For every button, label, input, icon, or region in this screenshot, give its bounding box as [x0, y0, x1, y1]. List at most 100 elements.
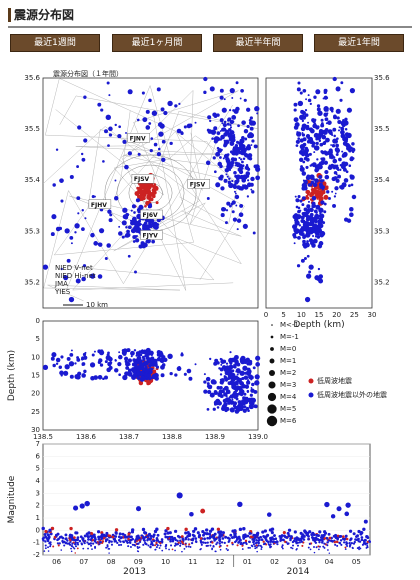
- event-point-depth-lat: [300, 215, 305, 220]
- event-point-map: [228, 109, 232, 112]
- event-point-map: [117, 133, 122, 139]
- magnitude-event: [108, 534, 112, 538]
- event-point-map: [225, 156, 230, 162]
- event-point-lon-depth: [224, 378, 228, 382]
- event-point-depth-lat: [315, 204, 321, 210]
- magnitude-event: [301, 544, 304, 547]
- magnitude-legend-dot: [270, 335, 274, 339]
- event-point-depth-lat: [349, 206, 354, 212]
- magnitude-event: [356, 534, 359, 538]
- event-point-map: [229, 141, 235, 146]
- event-point-lon-depth: [211, 393, 214, 396]
- event-point-map: [223, 120, 227, 124]
- tab-6month[interactable]: 最近半年間: [213, 34, 303, 52]
- event-point-lon-depth: [176, 366, 182, 372]
- event-point-map: [256, 112, 259, 115]
- event-point-map: [249, 116, 253, 120]
- event-point-lon-depth: [246, 380, 251, 385]
- event-point-map: [97, 274, 103, 279]
- event-point-depth-lat: [312, 120, 315, 124]
- event-point-depth-lat: [318, 196, 324, 202]
- magnitude-event: [309, 548, 312, 551]
- event-point-lon-depth: [238, 406, 244, 412]
- x-tick-label: 07: [79, 558, 88, 566]
- magnitude-event: [93, 536, 97, 540]
- tab-1month[interactable]: 最近1ヶ月間: [112, 34, 202, 52]
- magnitude-event: [144, 535, 148, 539]
- event-point-depth-lat: [297, 195, 301, 199]
- event-point-map: [233, 190, 236, 193]
- magnitude-legend-dot: [267, 392, 277, 402]
- event-point-depth-lat: [297, 236, 301, 240]
- event-point-depth-lat: [294, 228, 300, 234]
- magnitude-event: [237, 501, 243, 508]
- event-point-lon-depth: [127, 368, 132, 373]
- event-point-depth-lat: [319, 184, 324, 190]
- event-point-map: [83, 95, 87, 99]
- magnitude-event: [255, 544, 258, 547]
- magnitude-event: [174, 542, 177, 545]
- magnitude-event: [274, 537, 278, 541]
- magnitude-event: [43, 533, 47, 536]
- magnitude-event: [164, 529, 168, 533]
- magnitude-event: [363, 540, 366, 543]
- event-point-lon-depth: [148, 377, 152, 381]
- x-tick-label: 06: [52, 558, 61, 566]
- event-point-lon-depth: [256, 383, 259, 386]
- magnitude-event: [64, 541, 67, 544]
- event-point-depth-lat: [299, 209, 302, 212]
- tab-1week[interactable]: 最近1週間: [10, 34, 100, 52]
- y-tick-label: -1: [33, 539, 40, 547]
- magnitude-event: [205, 532, 209, 536]
- event-point-map: [234, 192, 237, 195]
- magnitude-event: [315, 546, 318, 549]
- event-point-lon-depth: [122, 374, 128, 381]
- magnitude-event: [364, 543, 367, 546]
- event-point-depth-lat: [306, 273, 312, 279]
- event-point-map: [149, 203, 152, 207]
- x-tick-label: 5: [281, 311, 285, 319]
- event-point-map: [220, 134, 225, 140]
- event-point-depth-lat: [301, 133, 306, 137]
- event-point-depth-lat: [317, 267, 321, 271]
- magnitude-event: [68, 543, 71, 546]
- magnitude-event: [74, 545, 78, 548]
- event-point-map: [233, 134, 236, 137]
- magnitude-event: [345, 502, 351, 508]
- magnitude-legend-label: M=3: [280, 381, 296, 389]
- magnitude-event: [196, 531, 200, 535]
- event-point-lon-depth: [249, 375, 254, 380]
- event-point-map: [97, 242, 102, 246]
- event-point-depth-lat: [320, 160, 324, 163]
- event-point-map: [69, 236, 74, 240]
- magnitude-event: [134, 539, 137, 542]
- magnitude-event: [323, 542, 326, 545]
- event-point-depth-lat: [333, 170, 338, 175]
- magnitude-event: [318, 545, 321, 548]
- event-point-map: [219, 130, 222, 132]
- event-point-map: [136, 186, 140, 190]
- magnitude-event: [152, 533, 156, 537]
- event-point-depth-lat: [341, 150, 344, 153]
- event-point-map: [124, 215, 129, 220]
- event-point-map: [155, 201, 159, 205]
- event-point-lon-depth: [219, 385, 223, 390]
- event-point-depth-lat: [336, 137, 339, 140]
- event-point-map: [221, 122, 224, 125]
- event-point-depth-lat: [300, 126, 306, 132]
- magnitude-event: [255, 541, 259, 544]
- event-point-lon-depth: [126, 348, 131, 353]
- event-point-map: [156, 151, 162, 157]
- event-point-map: [246, 195, 250, 198]
- event-point-map: [232, 184, 238, 190]
- event-point-lon-depth: [105, 355, 111, 361]
- magnitude-event: [211, 541, 214, 544]
- x-tick-label: 04: [325, 558, 334, 566]
- magnitude-event: [345, 537, 349, 541]
- event-point-depth-lat: [306, 204, 311, 209]
- tab-1year[interactable]: 最近1年間: [314, 34, 404, 52]
- event-point-depth-lat: [320, 200, 325, 205]
- magnitude-event: [108, 548, 111, 550]
- magnitude-event: [366, 544, 369, 547]
- magnitude-legend-label: M=6: [280, 417, 297, 425]
